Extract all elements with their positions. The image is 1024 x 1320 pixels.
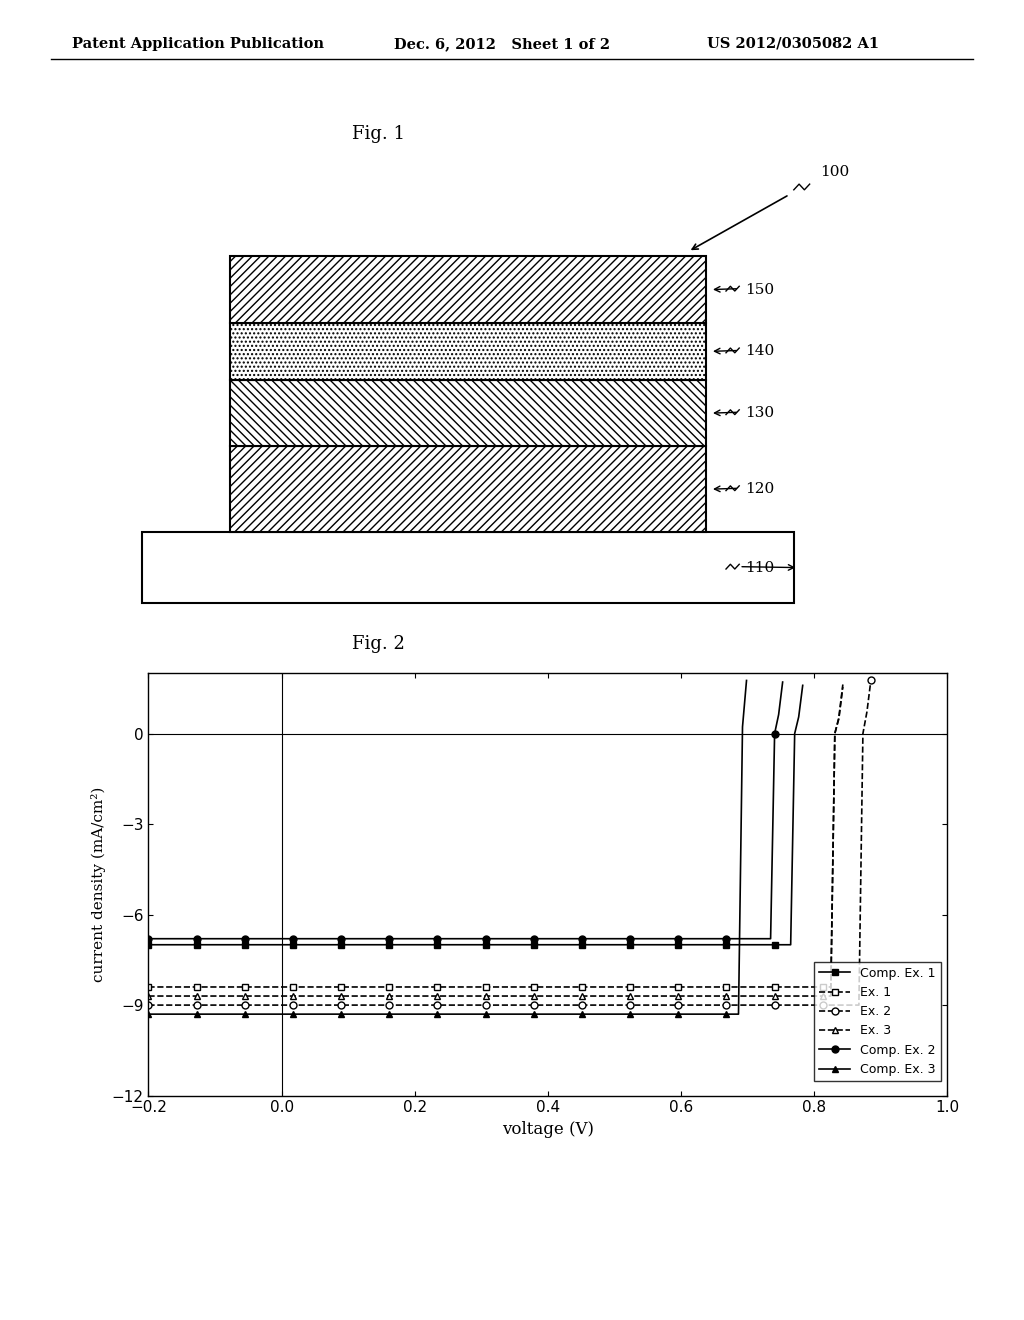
Comp. Ex. 2 <box>318 931 331 946</box>
Ex. 3 <box>656 989 669 1005</box>
Ex. 1 <box>170 979 182 995</box>
Line: Comp. Ex. 3: Comp. Ex. 3 <box>145 677 750 1018</box>
Comp. Ex. 3 <box>740 672 753 688</box>
Ex. 3 <box>170 989 182 1005</box>
Text: US 2012/0305082 A1: US 2012/0305082 A1 <box>707 37 879 51</box>
Text: Fig. 2: Fig. 2 <box>352 635 406 653</box>
Comp. Ex. 3 <box>636 1006 648 1022</box>
Comp. Ex. 2 <box>142 931 155 946</box>
Ex. 1 <box>656 979 669 995</box>
Comp. Ex. 1 <box>797 677 809 693</box>
Text: 100: 100 <box>820 165 850 178</box>
Ex. 3 <box>516 989 528 1005</box>
Legend: Comp. Ex. 1, Ex. 1, Ex. 2, Ex. 3, Comp. Ex. 2, Comp. Ex. 3: Comp. Ex. 1, Ex. 1, Ex. 2, Ex. 3, Comp. … <box>814 962 941 1081</box>
Line: Ex. 2: Ex. 2 <box>145 676 874 1008</box>
Comp. Ex. 3 <box>142 1006 155 1022</box>
Bar <box>230 256 706 323</box>
Text: 150: 150 <box>745 282 774 297</box>
Text: Dec. 6, 2012   Sheet 1 of 2: Dec. 6, 2012 Sheet 1 of 2 <box>394 37 610 51</box>
Comp. Ex. 2 <box>548 931 560 946</box>
Ex. 2 <box>492 997 504 1012</box>
Ex. 2 <box>203 997 215 1012</box>
Comp. Ex. 2 <box>776 675 788 690</box>
Comp. Ex. 1 <box>243 937 255 953</box>
Comp. Ex. 3 <box>379 1006 391 1022</box>
Ex. 1 <box>600 979 612 995</box>
Ex. 3 <box>142 989 155 1005</box>
Ex. 2 <box>740 997 753 1012</box>
Ex. 1 <box>151 979 163 995</box>
X-axis label: voltage (V): voltage (V) <box>502 1121 594 1138</box>
Y-axis label: current density (mA/cm²): current density (mA/cm²) <box>91 787 106 982</box>
Comp. Ex. 1 <box>456 937 468 953</box>
Line: Comp. Ex. 2: Comp. Ex. 2 <box>145 678 786 942</box>
Comp. Ex. 3 <box>479 1006 492 1022</box>
Line: Comp. Ex. 1: Comp. Ex. 1 <box>145 682 806 948</box>
Text: Fig. 1: Fig. 1 <box>352 124 406 143</box>
Ex. 1 <box>516 979 528 995</box>
Ex. 2 <box>861 704 873 719</box>
Bar <box>142 532 794 603</box>
Comp. Ex. 3 <box>556 1006 568 1022</box>
Text: 140: 140 <box>745 345 774 359</box>
Ex. 2 <box>251 997 263 1012</box>
Bar <box>230 446 706 532</box>
Line: Ex. 1: Ex. 1 <box>145 684 846 990</box>
Ex. 2 <box>487 997 500 1012</box>
Ex. 1 <box>142 979 155 995</box>
Comp. Ex. 3 <box>339 1006 351 1022</box>
Ex. 3 <box>151 989 163 1005</box>
Comp. Ex. 1 <box>142 937 155 953</box>
Text: 130: 130 <box>745 407 774 420</box>
Ex. 1 <box>837 678 849 694</box>
Comp. Ex. 2 <box>676 931 688 946</box>
Comp. Ex. 2 <box>395 931 408 946</box>
Comp. Ex. 2 <box>347 931 359 946</box>
Text: Patent Application Publication: Patent Application Publication <box>72 37 324 51</box>
Ex. 3 <box>837 677 849 693</box>
Ex. 2 <box>142 997 155 1012</box>
Ex. 3 <box>215 989 227 1005</box>
Bar <box>230 380 706 446</box>
Ex. 3 <box>600 989 612 1005</box>
Comp. Ex. 1 <box>765 937 777 953</box>
Comp. Ex. 3 <box>456 1006 468 1022</box>
Text: 120: 120 <box>745 482 774 496</box>
Comp. Ex. 2 <box>604 931 616 946</box>
Comp. Ex. 1 <box>408 937 420 953</box>
Comp. Ex. 1 <box>648 937 660 953</box>
Text: 110: 110 <box>745 561 774 574</box>
Line: Ex. 3: Ex. 3 <box>145 681 846 999</box>
Ex. 1 <box>215 979 227 995</box>
Comp. Ex. 1 <box>620 937 632 953</box>
Ex. 2 <box>865 672 878 688</box>
Bar <box>230 323 706 380</box>
